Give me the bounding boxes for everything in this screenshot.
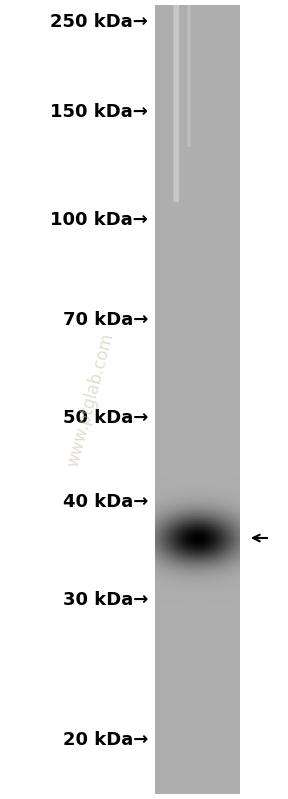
Text: 20 kDa→: 20 kDa→: [62, 731, 148, 749]
Text: 100 kDa→: 100 kDa→: [50, 211, 148, 229]
Text: 50 kDa→: 50 kDa→: [62, 409, 148, 427]
Text: 30 kDa→: 30 kDa→: [62, 591, 148, 609]
Text: 40 kDa→: 40 kDa→: [62, 493, 148, 511]
Text: www.ptglab.com: www.ptglab.com: [63, 331, 117, 469]
Text: 150 kDa→: 150 kDa→: [50, 103, 148, 121]
Text: 70 kDa→: 70 kDa→: [62, 311, 148, 329]
Text: 250 kDa→: 250 kDa→: [50, 13, 148, 31]
